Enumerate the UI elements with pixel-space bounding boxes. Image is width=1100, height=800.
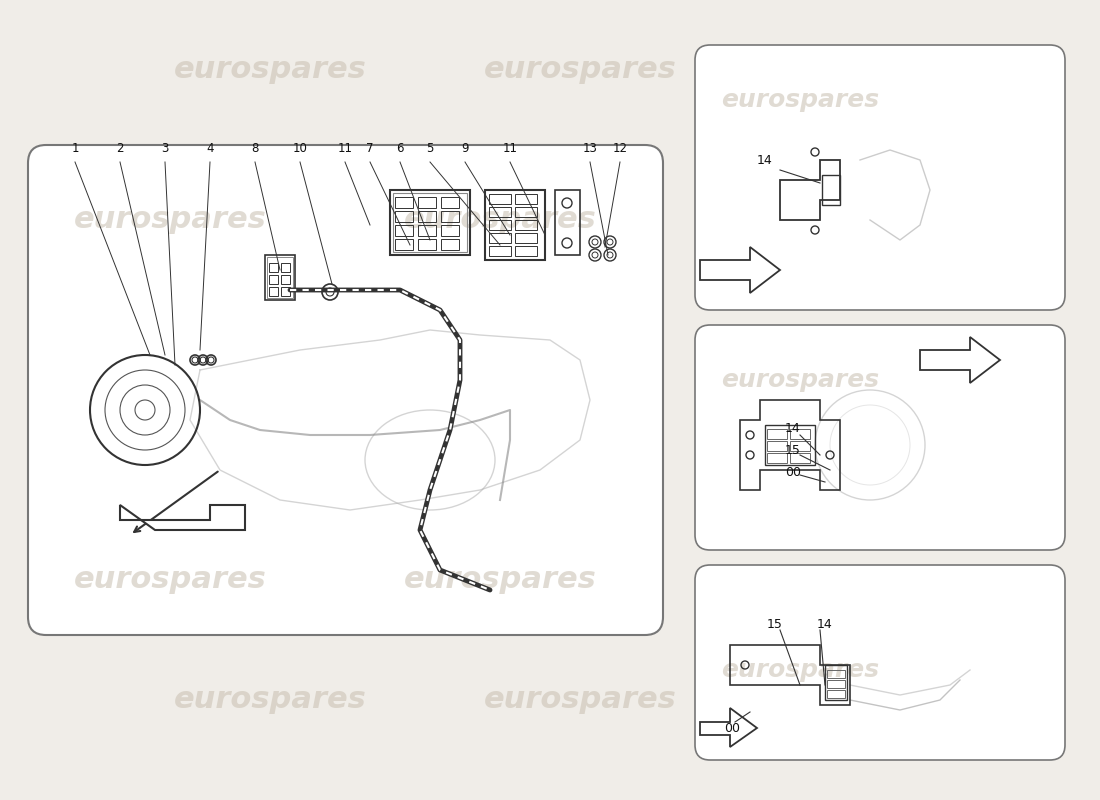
- Text: 4: 4: [207, 142, 213, 155]
- Bar: [270, 287, 278, 296]
- Text: 15: 15: [767, 618, 783, 631]
- Text: 5: 5: [427, 142, 433, 155]
- Bar: [767, 429, 786, 439]
- Text: 11: 11: [338, 142, 352, 155]
- Text: eurospares: eurospares: [74, 566, 266, 594]
- Bar: [441, 197, 459, 208]
- Text: eurospares: eurospares: [720, 368, 879, 392]
- Text: eurospares: eurospares: [174, 686, 366, 714]
- Bar: [267, 257, 293, 298]
- Bar: [441, 211, 459, 222]
- Bar: [825, 665, 847, 700]
- Bar: [441, 225, 459, 236]
- Bar: [418, 225, 436, 236]
- Bar: [280, 263, 290, 272]
- Bar: [515, 194, 537, 204]
- Bar: [767, 441, 786, 451]
- Polygon shape: [920, 337, 1000, 383]
- FancyBboxPatch shape: [695, 565, 1065, 760]
- Text: eurospares: eurospares: [484, 55, 676, 85]
- Polygon shape: [700, 247, 780, 293]
- Bar: [280, 287, 290, 296]
- Text: 13: 13: [583, 142, 597, 155]
- Bar: [764, 425, 815, 465]
- Bar: [395, 225, 412, 236]
- Text: eurospares: eurospares: [74, 206, 266, 234]
- Polygon shape: [700, 708, 757, 747]
- Text: 14: 14: [817, 618, 833, 631]
- Text: 8: 8: [251, 142, 258, 155]
- Bar: [790, 453, 810, 463]
- Text: 7: 7: [366, 142, 374, 155]
- Text: 10: 10: [293, 142, 307, 155]
- Bar: [390, 190, 470, 255]
- Bar: [490, 233, 512, 243]
- Text: 11: 11: [503, 142, 517, 155]
- Bar: [515, 246, 537, 256]
- Bar: [418, 239, 436, 250]
- Bar: [418, 197, 436, 208]
- Bar: [395, 211, 412, 222]
- Bar: [767, 453, 786, 463]
- Bar: [490, 246, 512, 256]
- Bar: [490, 220, 512, 230]
- Bar: [827, 680, 845, 688]
- Text: 2: 2: [117, 142, 123, 155]
- Text: eurospares: eurospares: [484, 686, 676, 714]
- Bar: [827, 670, 845, 678]
- Text: eurospares: eurospares: [404, 566, 596, 594]
- Bar: [270, 275, 278, 284]
- Bar: [265, 255, 295, 300]
- Bar: [393, 193, 468, 252]
- Bar: [515, 207, 537, 217]
- Bar: [790, 429, 810, 439]
- FancyBboxPatch shape: [695, 45, 1065, 310]
- Bar: [490, 194, 512, 204]
- Bar: [515, 233, 537, 243]
- Text: eurospares: eurospares: [720, 88, 879, 112]
- Bar: [490, 207, 512, 217]
- Bar: [441, 239, 459, 250]
- Text: 15: 15: [785, 443, 801, 457]
- Bar: [395, 197, 412, 208]
- Polygon shape: [120, 505, 245, 530]
- Bar: [790, 441, 810, 451]
- Bar: [556, 190, 580, 255]
- Text: 6: 6: [396, 142, 404, 155]
- Text: 14: 14: [785, 422, 801, 434]
- Bar: [395, 239, 412, 250]
- FancyBboxPatch shape: [695, 325, 1065, 550]
- FancyBboxPatch shape: [28, 145, 663, 635]
- Text: 12: 12: [613, 142, 627, 155]
- Text: 9: 9: [461, 142, 469, 155]
- Text: eurospares: eurospares: [174, 55, 366, 85]
- Text: eurospares: eurospares: [404, 206, 596, 234]
- Text: 00: 00: [724, 722, 740, 734]
- Bar: [418, 211, 436, 222]
- Text: 00: 00: [785, 466, 801, 478]
- Bar: [515, 220, 537, 230]
- Text: 3: 3: [162, 142, 168, 155]
- Text: eurospares: eurospares: [720, 658, 879, 682]
- Text: 14: 14: [757, 154, 773, 166]
- Bar: [827, 690, 845, 698]
- Bar: [822, 175, 840, 205]
- Text: 1: 1: [72, 142, 79, 155]
- Bar: [280, 275, 290, 284]
- Bar: [485, 190, 544, 260]
- Bar: [270, 263, 278, 272]
